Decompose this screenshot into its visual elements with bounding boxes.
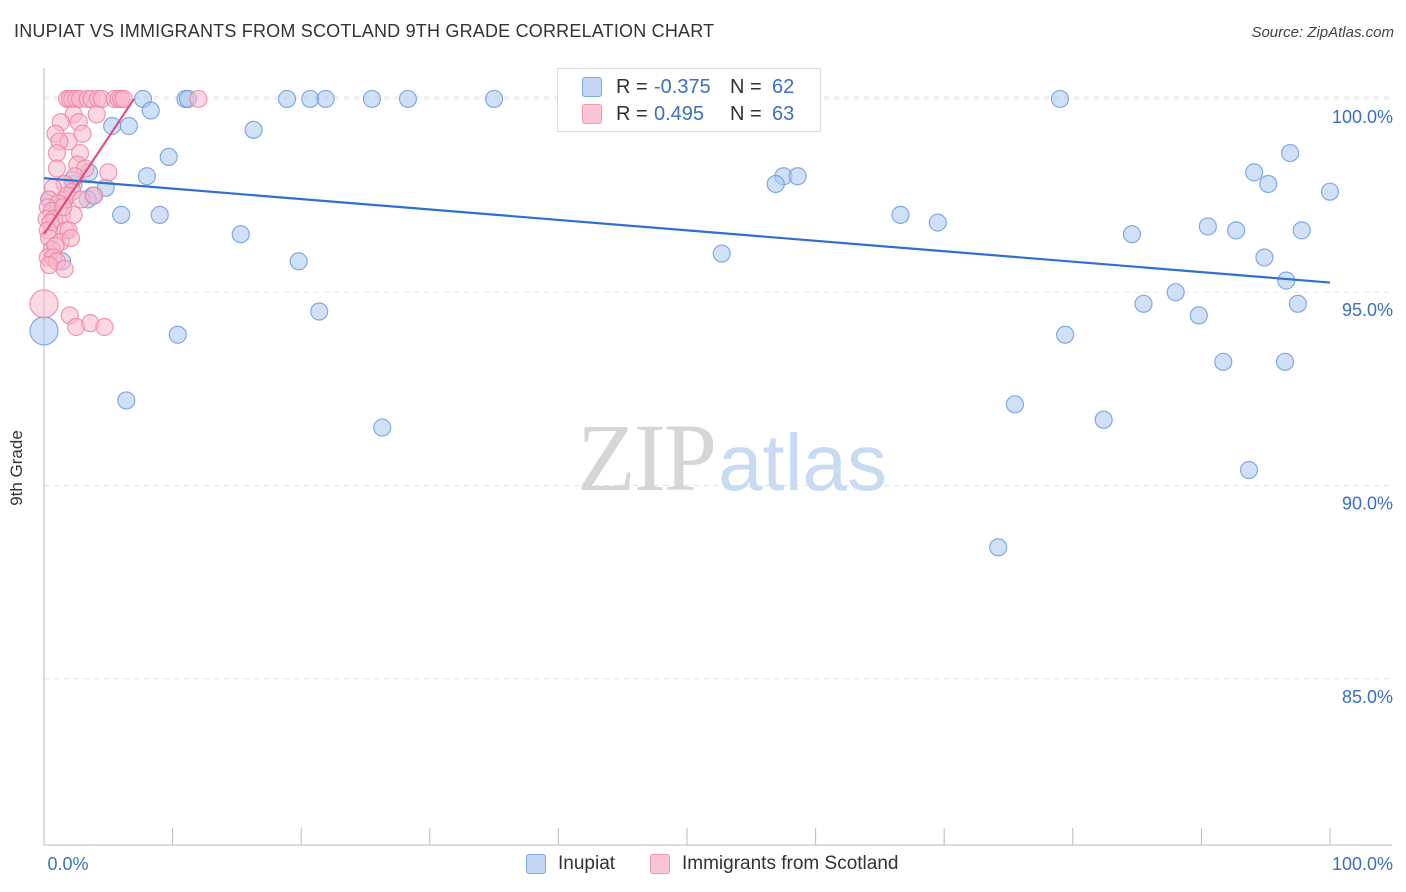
inupiat-point: [373, 418, 392, 437]
scotland-point: [29, 289, 59, 319]
watermark-zip: ZIP: [577, 404, 715, 511]
inupiat-point: [137, 167, 156, 186]
inupiat-point: [398, 89, 418, 109]
inupiat-point: [112, 205, 131, 224]
legend-item-scotland[interactable]: Immigrants from Scotland: [650, 852, 898, 876]
watermark: ZIP atlas: [577, 404, 887, 511]
inupiat-point: [1275, 352, 1295, 371]
inupiat-point: [277, 89, 297, 109]
inupiat-point: [159, 147, 178, 167]
inupiat-point: [1189, 306, 1208, 325]
inupiat-point: [1277, 271, 1296, 290]
inupiat-point: [1214, 352, 1233, 371]
scotland-point: [61, 228, 81, 248]
inupiat-point: [989, 538, 1008, 557]
scotland-point: [114, 89, 133, 109]
inupiat-point: [1292, 221, 1311, 240]
inupiat-point: [119, 116, 138, 136]
legend-label-inupiat: Inupiat: [558, 853, 616, 874]
y-tick-label: 95.0%: [1342, 300, 1393, 320]
swatch-pink: [582, 104, 602, 124]
data-points: [29, 89, 1340, 557]
inupiat-point: [485, 89, 504, 109]
inupiat-point: [1166, 283, 1185, 302]
watermark-atlas: atlas: [718, 418, 887, 507]
inupiat-point: [316, 89, 335, 109]
inupiat-point: [1259, 174, 1278, 194]
inupiat-point: [168, 325, 187, 344]
inupiat-point: [310, 302, 329, 321]
r-value: -0.375: [654, 75, 711, 98]
scotland-point: [40, 256, 59, 275]
x-tick-label: 100.0%: [1332, 854, 1393, 874]
scotland-point: [85, 186, 104, 205]
n-value: 62: [772, 75, 795, 98]
inupiat-point: [141, 101, 160, 120]
scotland-point: [47, 143, 66, 163]
inupiat-point: [1227, 221, 1246, 240]
scotland-trend-line: [43, 98, 135, 235]
inupiat-point: [1239, 460, 1259, 480]
inupiat-point: [150, 205, 169, 224]
inupiat-point: [1320, 182, 1340, 201]
inupiat-trend-line: [43, 177, 1331, 284]
inupiat-point: [289, 252, 308, 271]
n-label: N =: [730, 102, 762, 125]
r-label: R =: [616, 75, 648, 98]
inupiat-point: [928, 213, 947, 232]
scotland-point: [189, 89, 208, 109]
legend-swatch-blue: [526, 854, 546, 874]
stat-row-scotland: R = 0.495 N = 63: [582, 101, 794, 127]
chart-source: Source: ZipAtlas.com: [1251, 24, 1394, 41]
y-tick-label: 90.0%: [1342, 493, 1393, 513]
inupiat-point: [1094, 410, 1113, 429]
legend-item-inupiat[interactable]: Inupiat: [526, 852, 615, 876]
gridlines: [44, 96, 1392, 680]
stat-legend: R = -0.375 N = 62 R = 0.495 N = 63: [557, 68, 821, 132]
n-label: N =: [730, 75, 762, 98]
inupiat-point: [1050, 89, 1070, 109]
inupiat-point: [1134, 294, 1153, 313]
inupiat-point: [788, 167, 807, 186]
scotland-point: [47, 159, 66, 178]
r-label: R =: [616, 102, 648, 125]
inupiat-point: [1288, 294, 1307, 313]
inupiat-point: [1245, 163, 1264, 182]
inupiat-point: [1055, 325, 1075, 344]
inupiat-point: [231, 225, 250, 244]
x-tick-label: 0.0%: [47, 854, 88, 874]
inupiat-point: [1198, 217, 1217, 236]
y-axis-title: 9th Grade: [7, 430, 26, 506]
inupiat-point: [362, 89, 382, 109]
r-value: 0.495: [654, 102, 705, 125]
inupiat-point: [301, 89, 320, 109]
chart-title: INUPIAT VS IMMIGRANTS FROM SCOTLAND 9TH …: [14, 21, 715, 41]
y-tick-label: 85.0%: [1342, 687, 1393, 707]
scotland-point: [99, 163, 118, 182]
inupiat-point: [712, 244, 731, 263]
n-value: 63: [772, 102, 795, 125]
tick-labels: 85.0% 90.0% 95.0% 100.0% 0.0% 100.0%: [47, 107, 1393, 874]
trend-lines: [43, 98, 1331, 284]
inupiat-point: [766, 174, 785, 194]
inupiat-point: [891, 205, 910, 224]
inupiat-point: [29, 316, 59, 346]
scotland-point: [95, 317, 114, 337]
y-tick-label: 100.0%: [1332, 107, 1393, 127]
inupiat-point: [1255, 248, 1274, 267]
scotland-point: [73, 124, 92, 143]
inupiat-point: [1122, 225, 1142, 244]
inupiat-point: [117, 391, 136, 410]
stat-row-inupiat: R = -0.375 N = 62: [582, 74, 794, 100]
inupiat-point: [1281, 143, 1300, 163]
scotland-point: [55, 259, 74, 279]
scotland-point: [87, 105, 106, 124]
inupiat-point: [244, 120, 263, 139]
swatch-blue: [582, 77, 602, 97]
legend-swatch-pink: [650, 854, 670, 874]
inupiat-point: [1005, 395, 1025, 414]
legend-label-scotland: Immigrants from Scotland: [682, 853, 899, 874]
